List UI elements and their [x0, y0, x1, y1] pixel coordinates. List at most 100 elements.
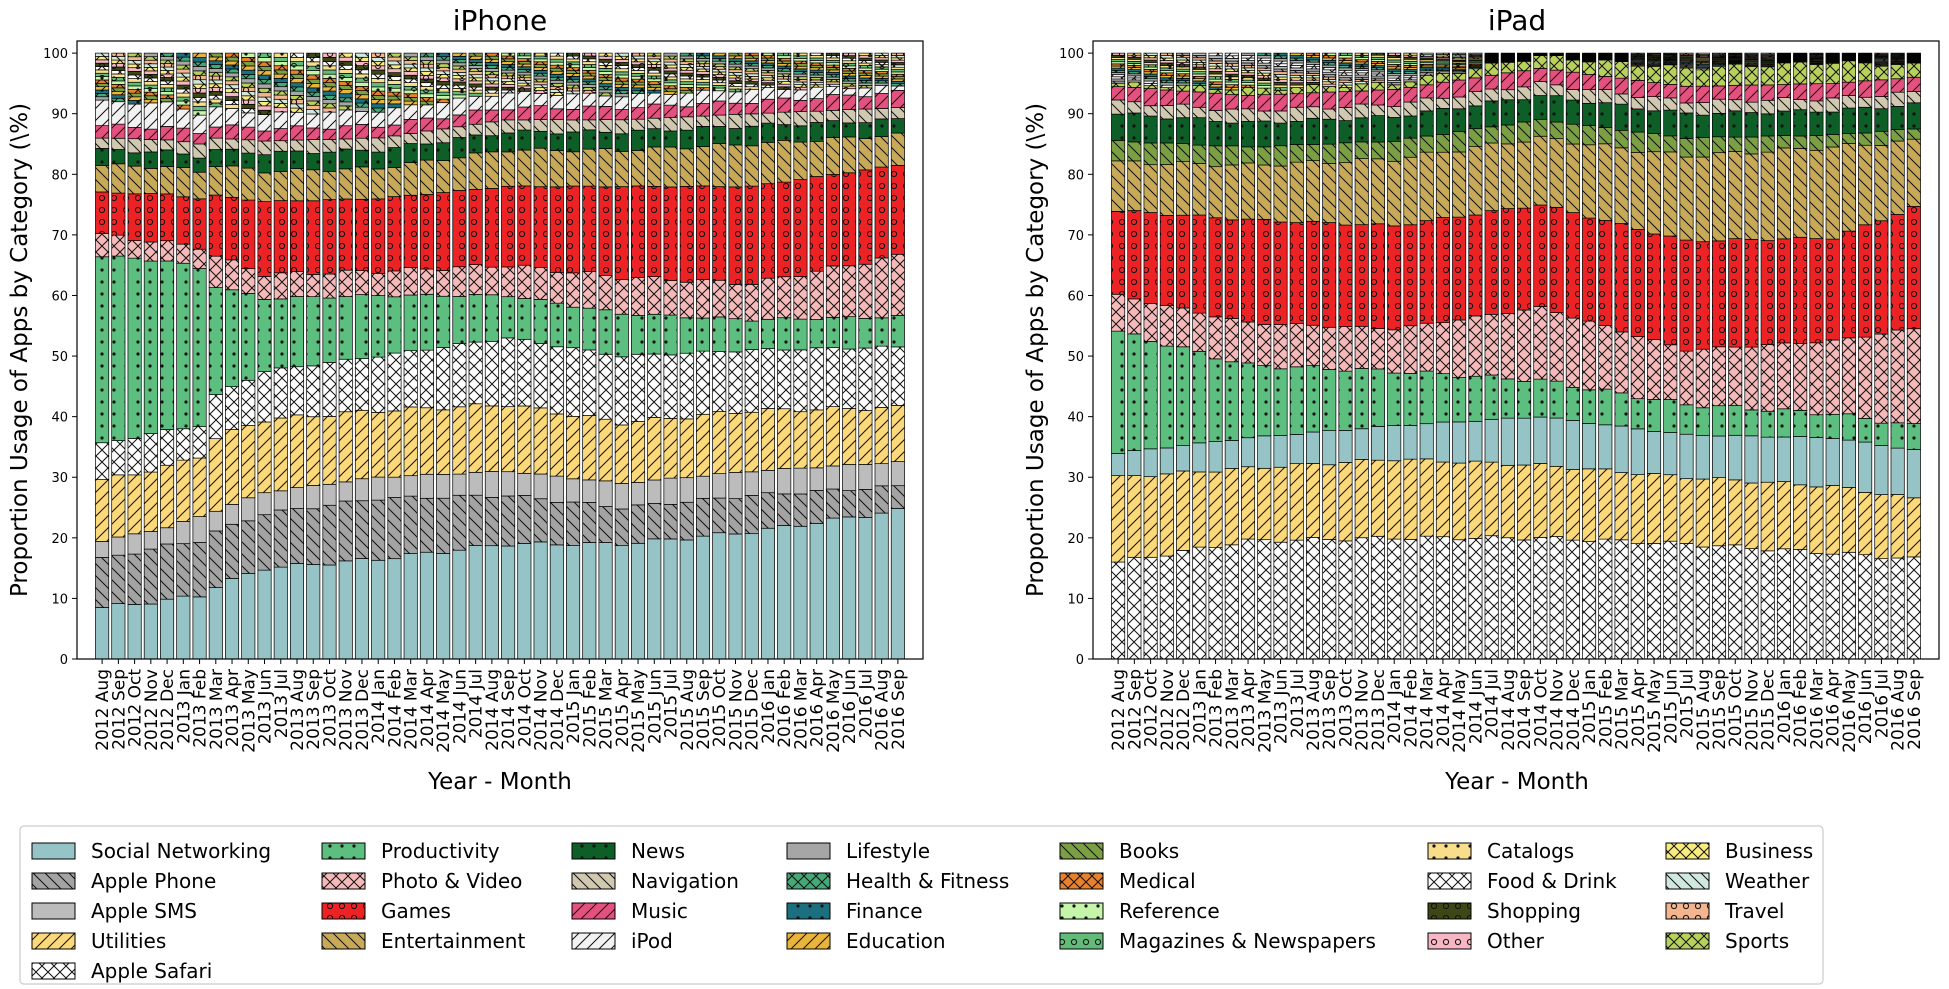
bar-segment-games — [825, 174, 840, 267]
bar-segment-food-and-drink — [1679, 543, 1694, 660]
bar-segment-ipod — [777, 89, 792, 99]
bar-segment-books — [1484, 126, 1499, 144]
bar-segment-food-and-drink — [663, 73, 678, 78]
bar-segment-utilities — [695, 413, 711, 477]
bar-segment-health-and-fitness — [825, 74, 840, 78]
bar-segment-entertainment — [1419, 151, 1434, 221]
bar-segment-social-networking — [1598, 424, 1613, 470]
bar-segment-games — [436, 192, 451, 271]
bar-segment-reference — [371, 86, 386, 92]
bar-segment-lifestyle — [403, 52, 418, 58]
bar-segment-entertainment — [95, 165, 110, 193]
bar-segment-entertainment — [1468, 146, 1483, 216]
bar-segment-food-and-drink — [1582, 541, 1597, 660]
bar-segment-utilities — [582, 415, 597, 481]
bar-segment-sports — [533, 78, 548, 83]
bar-segment-weather — [517, 80, 532, 84]
bar-segment-sports — [1906, 62, 1921, 78]
bar-segment-other — [858, 55, 873, 59]
bar-segment-magazines-and-newspapers — [354, 77, 369, 83]
bar-segment-reference — [1257, 85, 1272, 89]
bar-segment-other — [225, 92, 240, 97]
bar-segment-health-and-fitness — [533, 72, 548, 77]
bar-segment-books — [598, 77, 613, 81]
bar-segment-productivity — [1663, 399, 1678, 433]
chart-title: iPad — [1488, 4, 1546, 37]
bar-segment-apple-safari — [241, 379, 256, 426]
bar-segment-travel — [1322, 76, 1337, 80]
bar-segment-music — [1776, 84, 1791, 98]
bar-segment-books — [1695, 137, 1710, 158]
bar-segment-travel — [208, 75, 223, 81]
bar-segment-entertainment — [1289, 161, 1304, 223]
legend-item-productivity: Productivity — [321, 839, 500, 863]
bar-segment-ipod — [273, 111, 288, 129]
x-tick-label: 2016 Sep — [889, 669, 909, 750]
bar-segment-news — [1565, 99, 1580, 125]
bar-segment-travel — [809, 79, 824, 83]
bar-segment-navigation — [1793, 99, 1808, 111]
bar-segment-medical — [744, 52, 759, 57]
bar-segment-utilities — [160, 464, 175, 529]
bar-segment-food-and-drink — [371, 73, 386, 79]
bar-segment-social-networking — [371, 559, 386, 660]
y-tick-label: 90 — [51, 108, 68, 123]
bar-segment-entertainment — [468, 152, 483, 190]
bar-segment-weather — [419, 67, 434, 72]
bar-segment-apple-safari — [176, 428, 191, 461]
bar-segment-photo-and-video — [1289, 323, 1304, 368]
bar-segment-other — [501, 84, 516, 88]
bar-segment-weather — [225, 84, 240, 90]
y-tick-label: 0 — [1076, 653, 1084, 668]
bar-segment-books — [111, 87, 126, 92]
x-tick-label: 2014 Jun — [450, 669, 470, 744]
bar-segment-finance — [1825, 52, 1840, 55]
bar-segment-other — [1224, 71, 1239, 75]
bar-segment-social-networking — [273, 566, 288, 660]
bar-segment-reference — [647, 78, 662, 82]
bar-segment-news — [468, 134, 483, 154]
bar-segment-food-and-drink — [322, 61, 337, 67]
bar-segment-productivity — [1111, 330, 1126, 454]
bar-segment-food-and-drink — [1744, 548, 1759, 660]
bar-segment-utilities — [517, 405, 532, 474]
bar-segment-lifestyle — [436, 59, 451, 65]
bar-segment-apple-phone — [582, 502, 597, 543]
bar-segment-food-and-drink — [1695, 546, 1710, 660]
bar-segment-social-networking — [452, 549, 467, 660]
bar-segment-catalogs — [95, 69, 110, 74]
bar-segment-apple-phone — [1241, 62, 1256, 66]
y-tick-label: 100 — [43, 47, 68, 62]
bar-segment-games — [1305, 220, 1321, 326]
bar-segment-games — [468, 189, 483, 265]
bar-segment-navigation — [549, 119, 564, 135]
bar-segment-ipod — [1776, 52, 1791, 55]
legend-label: Magazines & Newspapers — [1119, 929, 1376, 953]
bar-segment-productivity — [1354, 368, 1369, 430]
bar-segment-games — [517, 185, 532, 266]
bar-segment-navigation — [1452, 96, 1467, 110]
bar-segment-food-and-drink — [354, 69, 369, 75]
x-axis-label: Year - Month — [1444, 769, 1589, 795]
bar-segment-health-and-fitness — [760, 65, 775, 69]
bar-segment-utilities — [1452, 462, 1467, 541]
bar-segment-social-networking — [695, 535, 711, 660]
bar-segment-business — [192, 83, 207, 89]
y-tick-label: 90 — [1067, 108, 1084, 123]
bar-segment-productivity — [1435, 373, 1450, 423]
bar-segment-books — [289, 73, 305, 79]
bar-segment-photo-and-video — [890, 253, 905, 316]
bar-segment-finance — [614, 87, 629, 91]
x-tick-label: 2015 Apr — [613, 669, 633, 747]
bar-segment-games — [1322, 222, 1337, 328]
bar-segment-news — [160, 149, 175, 167]
bar-segment-entertainment — [825, 137, 840, 175]
bar-segment-catalogs — [208, 98, 223, 104]
bar-segment-games — [1679, 239, 1694, 352]
bar-segment-productivity — [598, 309, 613, 355]
bar-segment-catalogs — [322, 65, 337, 71]
bar-segment-photo-and-video — [842, 265, 857, 318]
bar-segment-social-networking — [679, 539, 694, 660]
y-tick-label: 10 — [1067, 592, 1084, 607]
